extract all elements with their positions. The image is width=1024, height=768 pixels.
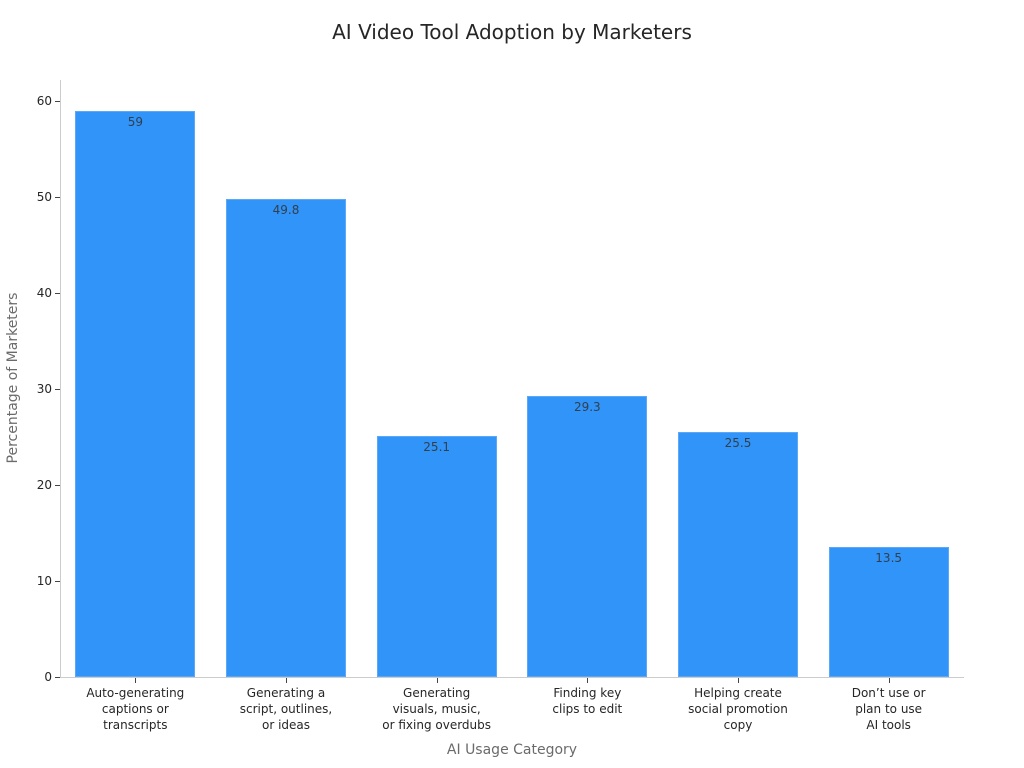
y-tick-mark bbox=[55, 677, 60, 678]
x-tick-label: Don’t use or plan to use AI tools bbox=[851, 686, 926, 732]
y-tick-mark bbox=[55, 581, 60, 582]
y-tick-label: 10 bbox=[36, 574, 52, 588]
y-tick: 60 bbox=[0, 94, 60, 115]
y-tick: 20 bbox=[0, 478, 60, 499]
y-tick-label: 40 bbox=[36, 286, 52, 300]
bar-value-label: 25.5 bbox=[724, 436, 752, 451]
y-tick: 0 bbox=[0, 670, 60, 691]
bar: 49.8 bbox=[226, 198, 346, 677]
x-tick-label: Generating a script, outlines, or ideas bbox=[239, 686, 333, 732]
y-tick-mark bbox=[55, 101, 60, 102]
x-tick-label: Auto-generating captions or transcripts bbox=[86, 686, 185, 732]
y-tick-label: 0 bbox=[44, 670, 52, 684]
bar-value-label: 13.5 bbox=[875, 551, 903, 566]
x-tick-mark bbox=[587, 678, 588, 683]
x-tick-label: Helping create social promotion copy bbox=[688, 686, 788, 732]
x-tick-label: Finding key clips to edit bbox=[552, 686, 623, 716]
chart-title: AI Video Tool Adoption by Marketers bbox=[332, 20, 692, 44]
y-tick-label: 60 bbox=[36, 94, 52, 108]
y-tick-label: 30 bbox=[36, 382, 52, 396]
bar: 29.3 bbox=[527, 395, 648, 677]
y-tick: 40 bbox=[0, 286, 60, 307]
x-tick-mark bbox=[738, 678, 739, 683]
y-tick-mark bbox=[55, 485, 60, 486]
bar: 25.1 bbox=[376, 436, 497, 677]
bar: 59 bbox=[75, 110, 196, 677]
x-axis-label: AI Usage Category bbox=[446, 742, 578, 758]
x-axis-line bbox=[60, 677, 964, 678]
bar-value-label: 29.3 bbox=[573, 399, 601, 414]
x-tick-mark bbox=[889, 678, 890, 683]
bar-value-label: 59 bbox=[127, 114, 143, 129]
y-tick: 10 bbox=[0, 574, 60, 595]
bar-value-label: 49.8 bbox=[272, 202, 300, 217]
y-tick: 50 bbox=[0, 190, 60, 211]
bar-value-label: 25.1 bbox=[423, 440, 451, 455]
x-tick-label: Generating visuals, music, or fixing ove… bbox=[382, 686, 492, 732]
y-tick-label: 20 bbox=[36, 478, 52, 492]
x-tick-mark bbox=[286, 678, 287, 683]
y-tick: 30 bbox=[0, 382, 60, 403]
y-tick-mark bbox=[55, 197, 60, 198]
y-axis-line bbox=[60, 80, 61, 678]
bar: 13.5 bbox=[828, 547, 949, 677]
y-axis-label: Percentage of Marketers bbox=[5, 292, 21, 464]
x-tick-mark bbox=[135, 678, 136, 683]
x-tick-mark bbox=[437, 678, 438, 683]
y-tick-mark bbox=[55, 389, 60, 390]
y-tick-mark bbox=[55, 293, 60, 294]
bar: 25.5 bbox=[678, 432, 798, 677]
y-tick-label: 50 bbox=[36, 190, 52, 204]
